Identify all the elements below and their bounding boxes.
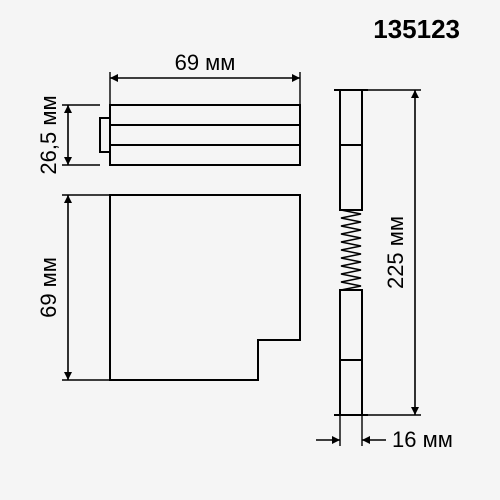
dimension-label: 69 мм: [175, 50, 236, 75]
dimension-label: 69 мм: [36, 257, 61, 318]
dimension-label: 26,5 мм: [36, 95, 61, 174]
side-segment: [340, 360, 362, 415]
top-block-nub: [100, 118, 110, 152]
dimension-label: 16 мм: [392, 427, 453, 452]
main-block: [110, 195, 300, 380]
side-segment: [340, 290, 362, 360]
top-block: [110, 105, 300, 165]
spring-icon: [341, 210, 361, 290]
side-segment: [340, 145, 362, 210]
product-code: 135123: [373, 14, 460, 44]
dimension-label: 225 мм: [383, 216, 408, 289]
side-segment: [340, 90, 362, 145]
